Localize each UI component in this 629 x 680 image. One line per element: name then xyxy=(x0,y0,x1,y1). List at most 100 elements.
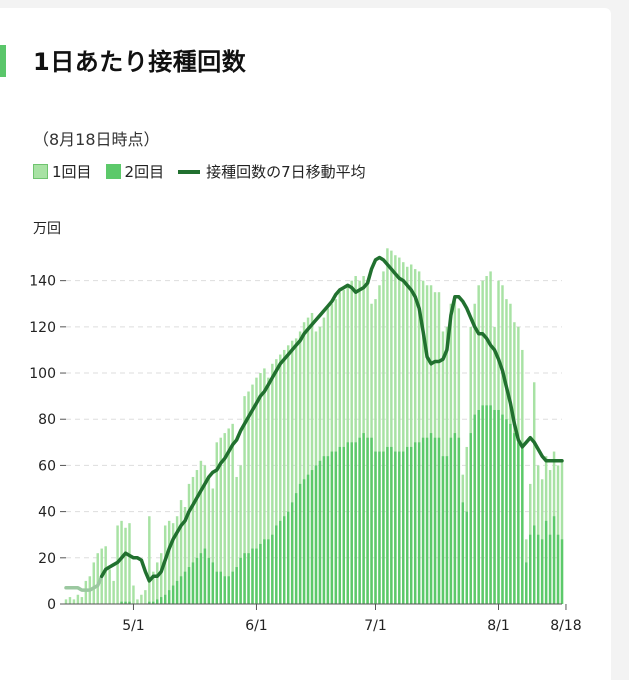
bar-dose2 xyxy=(540,539,544,604)
bar-dose1 xyxy=(191,476,195,604)
bar-dose2 xyxy=(267,539,270,604)
bar-dose1 xyxy=(286,345,290,604)
bar-dose2 xyxy=(485,405,488,604)
legend-item-moving-average[interactable]: 接種回数の7日移動平均 xyxy=(178,161,366,182)
bar-dose2 xyxy=(429,433,433,604)
bar-dose2 xyxy=(163,594,167,604)
moving-average-line xyxy=(99,255,564,583)
bar-dose2 xyxy=(334,451,338,604)
bar-dose2 xyxy=(263,539,266,604)
bar-dose2 xyxy=(449,437,453,604)
bar-dose2 xyxy=(175,580,179,604)
bar-dose2 xyxy=(374,451,377,604)
bar-dose1 xyxy=(382,271,385,604)
bar-dose1 xyxy=(108,569,111,604)
bar-dose2 xyxy=(398,451,401,604)
bar-dose1 xyxy=(199,460,203,604)
bar-dose2 xyxy=(330,451,334,604)
bar-dose1 xyxy=(532,382,536,604)
chart-subtitle: （8月18日時点） xyxy=(33,130,160,149)
bar-dose2 xyxy=(152,601,155,604)
bar-dose1 xyxy=(76,594,80,604)
bar-dose1 xyxy=(227,428,230,604)
bar-dose2 xyxy=(350,442,353,604)
bar-dose2 xyxy=(342,446,345,604)
bar-dose1 xyxy=(390,250,393,604)
bar-dose1 xyxy=(255,377,258,604)
bar-dose2 xyxy=(148,601,151,604)
legend-swatch-moving-average xyxy=(178,169,201,174)
bar-dose2 xyxy=(199,553,203,604)
bar-dose2 xyxy=(128,601,131,604)
legend-item-dose2[interactable]: 2回目 xyxy=(105,161,164,182)
bar-dose2 xyxy=(179,576,183,604)
bar-dose2 xyxy=(227,576,230,604)
bar-dose2 xyxy=(477,409,480,604)
bar-dose1 xyxy=(183,506,187,604)
bar-dose1 xyxy=(263,368,266,604)
bar-dose1 xyxy=(80,597,84,604)
bar-dose2 xyxy=(346,442,349,604)
bar-dose1 xyxy=(72,599,76,604)
bar-dose2 xyxy=(532,525,536,604)
bar-dose1 xyxy=(223,433,226,604)
bar-dose1 xyxy=(294,338,298,604)
bar-dose1 xyxy=(160,553,163,604)
bar-dose1 xyxy=(179,500,183,604)
bar-dose2 xyxy=(120,601,123,604)
legend-label-dose1: 1回目 xyxy=(52,163,92,181)
bar-dose2 xyxy=(286,511,290,604)
axis-layer: 0 20 40 60 80 100 120 140 5/1 6/1 7/1 8/1 8/18 xyxy=(29,274,581,634)
bar-dose1 xyxy=(207,476,211,604)
bar-dose2 xyxy=(167,590,171,604)
bar-dose2 xyxy=(271,534,274,604)
bars-dose2 xyxy=(120,405,564,604)
bar-dose1 xyxy=(112,580,115,604)
bar-dose2 xyxy=(211,562,215,604)
bar-dose1 xyxy=(394,255,397,604)
bar-dose2 xyxy=(203,548,207,604)
x-tick-label: 5/1 xyxy=(122,618,145,634)
bar-dose2 xyxy=(394,451,397,604)
bar-dose1 xyxy=(386,248,389,604)
bar-dose2 xyxy=(279,520,282,604)
bar-dose2 xyxy=(465,511,468,604)
bar-dose1 xyxy=(120,520,123,604)
bar-dose2 xyxy=(326,456,330,604)
bar-dose1 xyxy=(271,363,274,604)
bar-dose1 xyxy=(215,442,219,604)
legend-swatch-dose2 xyxy=(105,164,121,179)
bar-dose2 xyxy=(338,446,342,604)
bar-dose2 xyxy=(536,534,540,604)
bar-dose1 xyxy=(290,340,294,604)
bar-dose1 xyxy=(175,516,179,604)
bar-dose2 xyxy=(290,502,294,604)
bar-dose2 xyxy=(366,437,369,604)
bar-dose2 xyxy=(413,442,417,604)
bar-dose1 xyxy=(96,553,99,604)
bars-dose1 xyxy=(64,248,564,604)
bar-dose2 xyxy=(505,419,508,604)
y-tick-label: 40 xyxy=(38,505,56,521)
bar-dose2 xyxy=(223,576,226,604)
bar-dose2 xyxy=(187,567,191,604)
bar-dose2 xyxy=(386,446,389,604)
bar-dose1 xyxy=(124,527,127,604)
bar-dose2 xyxy=(310,470,314,604)
bar-dose2 xyxy=(425,437,429,604)
bar-dose1 xyxy=(378,285,381,604)
bar-dose1 xyxy=(140,594,143,604)
bar-dose2 xyxy=(481,405,484,604)
legend-item-dose1[interactable]: 1回目 xyxy=(33,161,92,182)
bar-dose2 xyxy=(255,548,258,604)
bar-dose1 xyxy=(302,322,306,604)
bar-dose2 xyxy=(298,483,302,604)
bar-dose1 xyxy=(298,331,302,604)
bar-dose2 xyxy=(469,433,472,604)
x-tick-label: 8/1 xyxy=(487,618,510,634)
bar-dose1 xyxy=(279,354,282,604)
bar-dose1 xyxy=(275,359,278,604)
page-title: 1日あたり接種回数 xyxy=(33,48,247,76)
bar-dose2 xyxy=(509,423,512,604)
bar-dose2 xyxy=(406,446,409,604)
